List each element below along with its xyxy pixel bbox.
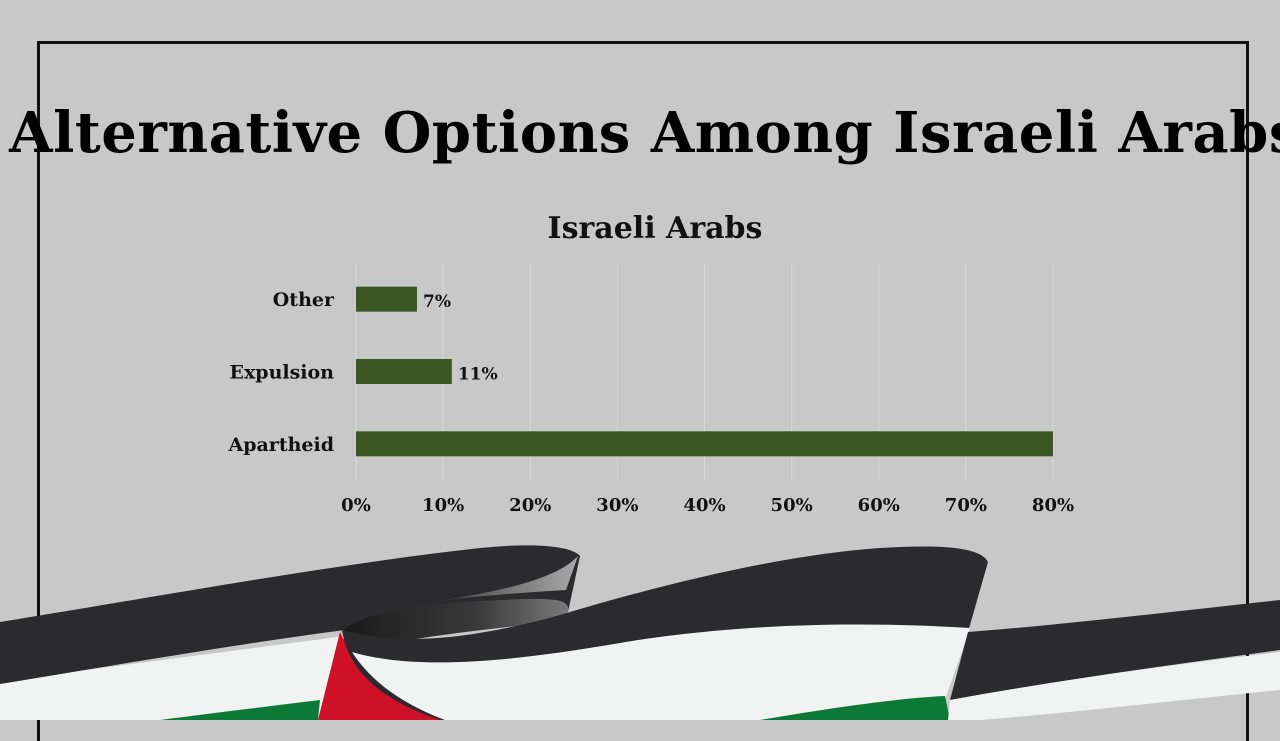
palestinian-flag-ribbon [0,545,1280,720]
category-label: Expulsion [229,362,334,384]
x-axis-tick-labels: 0% 10% 20% 30% 40% 50% 60% 70% 80% [341,495,1074,516]
x-tick-label: 60% [858,495,900,516]
chart-title: Israeli Arabs [548,211,763,246]
data-labels: 7% 11% [423,292,498,384]
category-label: Other [273,289,335,311]
data-label: 7% [423,292,451,312]
category-labels: Other Expulsion Apartheid [227,289,335,456]
slide-frame [37,41,1249,741]
x-tick-label: 70% [945,495,987,516]
x-tick-label: 30% [596,495,638,516]
bar [356,286,417,312]
x-tick-label: 0% [341,495,371,516]
x-tick-label: 40% [683,495,725,516]
x-tick-label: 10% [422,495,464,516]
slide-title: Alternative Options Among Israeli Arabs [9,100,1280,166]
data-label: 11% [458,365,498,385]
x-tick-label: 50% [771,495,813,516]
category-label: Apartheid [227,434,334,456]
bar-chart: Israeli Arabs Other Expulsion Apartheid 7%… [227,211,1074,516]
bar [356,359,452,384]
x-tick-label: 20% [509,495,551,516]
bar [356,431,1053,457]
x-tick-label: 80% [1032,495,1074,516]
bars [356,286,1053,457]
